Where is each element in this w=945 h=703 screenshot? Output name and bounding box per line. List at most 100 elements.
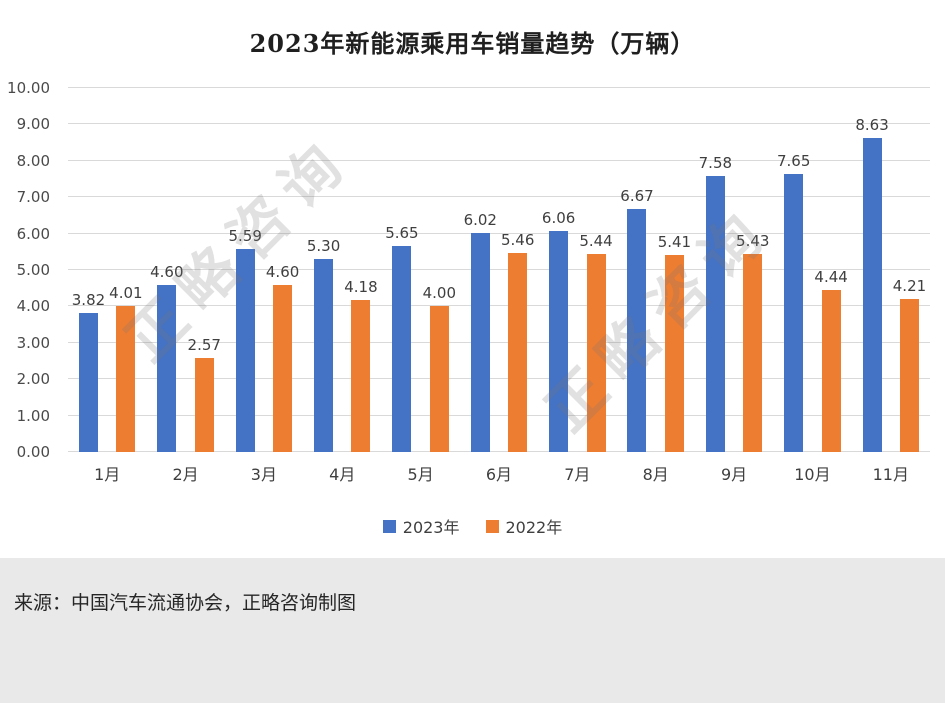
x-tick-label: 9月: [720, 465, 748, 484]
value-label: 4.01: [109, 284, 143, 303]
bar-wrapper: 4.60: [150, 88, 184, 452]
y-tick-label: 4.00: [16, 297, 50, 316]
gridline: [68, 232, 930, 234]
y-tick-label: 9.00: [16, 115, 50, 134]
bar-wrapper: 4.00: [423, 88, 456, 452]
x-tick-label: 6月: [485, 465, 513, 484]
gridline: [68, 159, 930, 161]
y-axis: 0.00 1.00 2.00 3.00 4.00 5.00 6.00 7.00 8.00 9.00…: [0, 79, 60, 461]
legend-swatch-icon: [382, 519, 396, 533]
bar-wrapper: 2.57: [188, 88, 221, 452]
x-tick-label: 8月: [642, 465, 669, 484]
bar-wrapper: 4.18: [344, 88, 378, 452]
bar-group: 5.59 4.60 3月: [225, 88, 303, 484]
value-label: 2.57: [187, 336, 221, 355]
bar-2022年: [664, 255, 684, 452]
value-label: 6.67: [620, 187, 654, 206]
value-label: 7.65: [777, 151, 811, 170]
bar-2022年: [351, 299, 371, 452]
bar-group: 5.65 4.00 5月: [381, 88, 459, 484]
gridline: [68, 123, 930, 125]
bar-2023年: [705, 176, 725, 452]
bar-2023年: [627, 209, 647, 452]
value-label: 6.06: [541, 209, 576, 228]
bar-2023年: [470, 232, 490, 452]
value-label: 7.58: [698, 154, 733, 173]
legend-label: 2023年: [402, 518, 460, 537]
bar-group: 6.67 5.41 8月: [617, 88, 695, 484]
x-tick-label: 7月: [564, 465, 591, 484]
bar-2023年: [549, 231, 569, 452]
plot-area: 3.82 4.01 1月 4.60 2.57 2月 5.59 4.60 3月 5.30 4.18 4月…: [68, 87, 930, 484]
value-label: 4.18: [344, 277, 378, 296]
bar-series-container: 3.82 4.01 1月 4.60 2.57 2月 5.59 4.60 3月 5.30 4.18 4月…: [68, 88, 930, 484]
bar-wrapper: 6.06: [542, 88, 575, 452]
value-label: 3.82: [71, 290, 106, 309]
x-tick-label: 2月: [172, 465, 199, 484]
gridline: [68, 414, 930, 416]
gridline: [68, 341, 930, 343]
bar-2023年: [314, 259, 334, 452]
gridline: [68, 451, 930, 452]
bar-2023年: [392, 246, 412, 452]
source-text: 来源：中国汽车流通协会，正略咨询制图: [14, 592, 357, 614]
bar-wrapper: 5.59: [228, 88, 262, 452]
gridline: [68, 305, 930, 307]
x-tick-label: 5月: [407, 465, 434, 484]
value-label: 5.65: [385, 224, 419, 243]
value-label: 5.59: [228, 226, 262, 245]
x-tick-label: 3月: [250, 465, 277, 484]
bar-2022年: [586, 253, 606, 452]
bar-wrapper: 5.43: [736, 88, 769, 452]
gridline: [68, 196, 930, 198]
bar-2022年: [194, 358, 214, 452]
bar-wrapper: 7.65: [777, 88, 810, 452]
legend-label: 2022年: [505, 518, 563, 537]
bar-wrapper: 4.21: [893, 88, 926, 452]
value-label: 5.46: [500, 231, 535, 250]
bar-group: 6.06 5.44 7月: [538, 88, 616, 484]
bar-wrapper: 3.82: [72, 88, 105, 452]
x-tick-label: 11月: [872, 465, 909, 484]
y-tick-label: 3.00: [16, 333, 50, 352]
value-label: 4.44: [814, 268, 848, 287]
bar-wrapper: 6.02: [464, 88, 497, 452]
value-label: 4.21: [892, 276, 927, 295]
bar-2022年: [743, 254, 763, 452]
bar-group: 3.82 4.01 1月: [68, 88, 146, 484]
bar-wrapper: 5.41: [658, 88, 691, 452]
bar-2022年: [429, 306, 449, 452]
chart-legend: 2023年 2022年: [0, 514, 945, 538]
bar-2023年: [862, 137, 882, 452]
bar-2022年: [116, 306, 136, 452]
gridline: [68, 269, 930, 270]
bar-2023年: [157, 284, 177, 452]
bar-2023年: [784, 173, 804, 452]
bar-2022年: [899, 298, 919, 452]
bar-wrapper: 8.63: [855, 88, 889, 452]
value-label: 4.60: [265, 262, 300, 281]
bar-2022年: [273, 284, 293, 452]
bar-wrapper: 5.46: [501, 88, 534, 452]
bar-wrapper: 5.44: [579, 88, 613, 452]
x-tick-label: 1月: [94, 465, 121, 484]
value-label: 4.60: [150, 262, 184, 281]
bar-wrapper: 5.30: [307, 88, 340, 452]
y-tick-label: 0.00: [16, 443, 50, 461]
value-label: 8.63: [855, 115, 889, 134]
bar-2022年: [821, 290, 841, 452]
gridline: [68, 87, 930, 88]
y-tick-label: 8.00: [16, 151, 50, 170]
bar-wrapper: 7.58: [699, 88, 732, 452]
x-tick-label: 4月: [329, 465, 356, 484]
bar-group: 8.63 4.21 11月: [852, 88, 930, 484]
bar-group: 4.60 2.57 2月: [146, 88, 224, 484]
legend-item: 2022年: [485, 514, 563, 538]
value-label: 5.41: [657, 233, 692, 252]
y-tick-label: 2.00: [16, 370, 50, 389]
bar-2023年: [235, 248, 255, 452]
value-label: 6.02: [463, 210, 497, 229]
bar-group: 6.02 5.46 6月: [460, 88, 538, 484]
y-tick-label: 5.00: [16, 261, 50, 279]
legend-item: 2023年: [382, 514, 460, 538]
